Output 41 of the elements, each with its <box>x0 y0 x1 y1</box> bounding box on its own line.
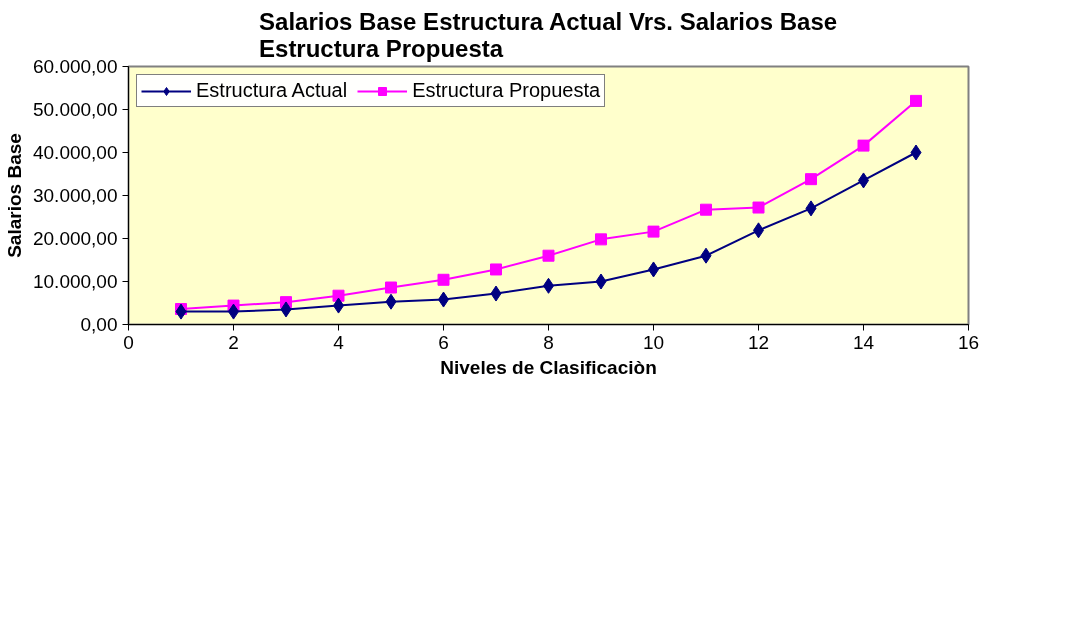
y-tick-label: 20.000,00 <box>32 228 118 249</box>
point <box>437 273 450 286</box>
x-tick-label: 4 <box>333 331 345 353</box>
x-tick-label: 12 <box>747 331 770 353</box>
point <box>752 201 765 214</box>
point <box>595 273 607 290</box>
y-tick-label: 0,00 <box>80 314 118 335</box>
point <box>700 247 712 264</box>
point <box>805 173 817 186</box>
point <box>805 200 817 217</box>
point <box>332 289 345 302</box>
y-axis-title: Salarios Base <box>3 133 25 258</box>
y-tick-label: 10.000,00 <box>32 271 118 292</box>
point <box>490 285 502 302</box>
y-tick-label: 40.000,00 <box>32 142 118 163</box>
y-tick-label: 30.000,00 <box>32 185 118 206</box>
x-tick-label: 14 <box>852 331 875 353</box>
legend-label: Estructura Actual <box>196 79 348 102</box>
legend-label: Estructura Propuesta <box>412 79 601 102</box>
x-tick-label: 6 <box>438 331 449 353</box>
x-tick-label: 0 <box>123 331 134 353</box>
point <box>542 249 555 262</box>
x-tick-label: 8 <box>543 331 554 353</box>
x-tick-label: 16 <box>957 331 980 353</box>
point <box>910 94 922 107</box>
point <box>700 203 712 216</box>
point <box>385 281 397 294</box>
chart-title: Salarios Base Estructura Actual Vrs. Salarios Base Estructura Propuesta <box>259 7 838 62</box>
x-tick-label: 2 <box>228 331 239 353</box>
x-tick-label: 10 <box>642 331 665 353</box>
point <box>857 139 870 152</box>
point <box>647 225 660 238</box>
point <box>595 233 607 246</box>
x-axis-title: Niveles de Clasificaciòn <box>440 356 657 378</box>
point <box>385 293 397 310</box>
point <box>280 301 292 318</box>
point <box>175 303 187 320</box>
y-tick-label: 50.000,00 <box>32 99 118 120</box>
y-tick-label: 60.000,00 <box>32 56 118 77</box>
point <box>490 263 502 276</box>
point <box>910 144 922 161</box>
